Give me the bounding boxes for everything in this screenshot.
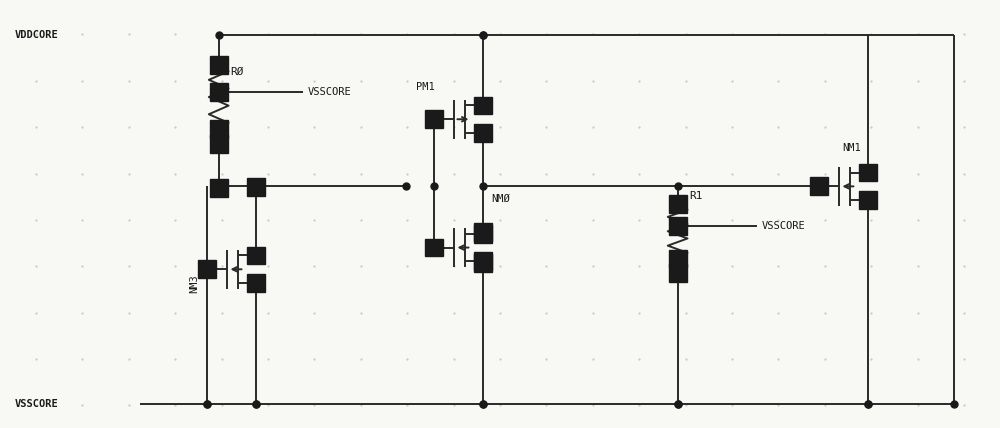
Text: VDDCORE: VDDCORE bbox=[14, 30, 58, 40]
Polygon shape bbox=[247, 274, 265, 292]
Polygon shape bbox=[474, 253, 492, 270]
Text: VSSCORE: VSSCORE bbox=[762, 221, 805, 232]
Text: VSSCORE: VSSCORE bbox=[308, 87, 351, 97]
Polygon shape bbox=[210, 135, 228, 153]
Polygon shape bbox=[247, 178, 265, 196]
Polygon shape bbox=[247, 247, 265, 265]
Polygon shape bbox=[474, 97, 492, 114]
Polygon shape bbox=[669, 265, 687, 282]
Polygon shape bbox=[669, 250, 687, 268]
Polygon shape bbox=[474, 223, 492, 241]
Polygon shape bbox=[474, 124, 492, 142]
Polygon shape bbox=[210, 179, 228, 197]
Polygon shape bbox=[425, 239, 443, 256]
Polygon shape bbox=[810, 178, 828, 195]
Polygon shape bbox=[210, 120, 228, 138]
Polygon shape bbox=[198, 260, 216, 278]
Text: RØ: RØ bbox=[231, 67, 244, 77]
Polygon shape bbox=[474, 255, 492, 272]
Polygon shape bbox=[859, 163, 877, 181]
Polygon shape bbox=[859, 191, 877, 209]
Polygon shape bbox=[474, 225, 492, 243]
Polygon shape bbox=[669, 217, 687, 235]
Text: VSSCORE: VSSCORE bbox=[14, 398, 58, 408]
Text: NM3: NM3 bbox=[189, 274, 199, 293]
Text: PM1: PM1 bbox=[416, 82, 435, 92]
Polygon shape bbox=[210, 83, 228, 101]
Polygon shape bbox=[669, 195, 687, 213]
Text: NMØ: NMØ bbox=[491, 194, 510, 204]
Text: R1: R1 bbox=[690, 191, 703, 201]
Polygon shape bbox=[210, 56, 228, 74]
Text: NM1: NM1 bbox=[842, 143, 861, 153]
Polygon shape bbox=[425, 110, 443, 128]
